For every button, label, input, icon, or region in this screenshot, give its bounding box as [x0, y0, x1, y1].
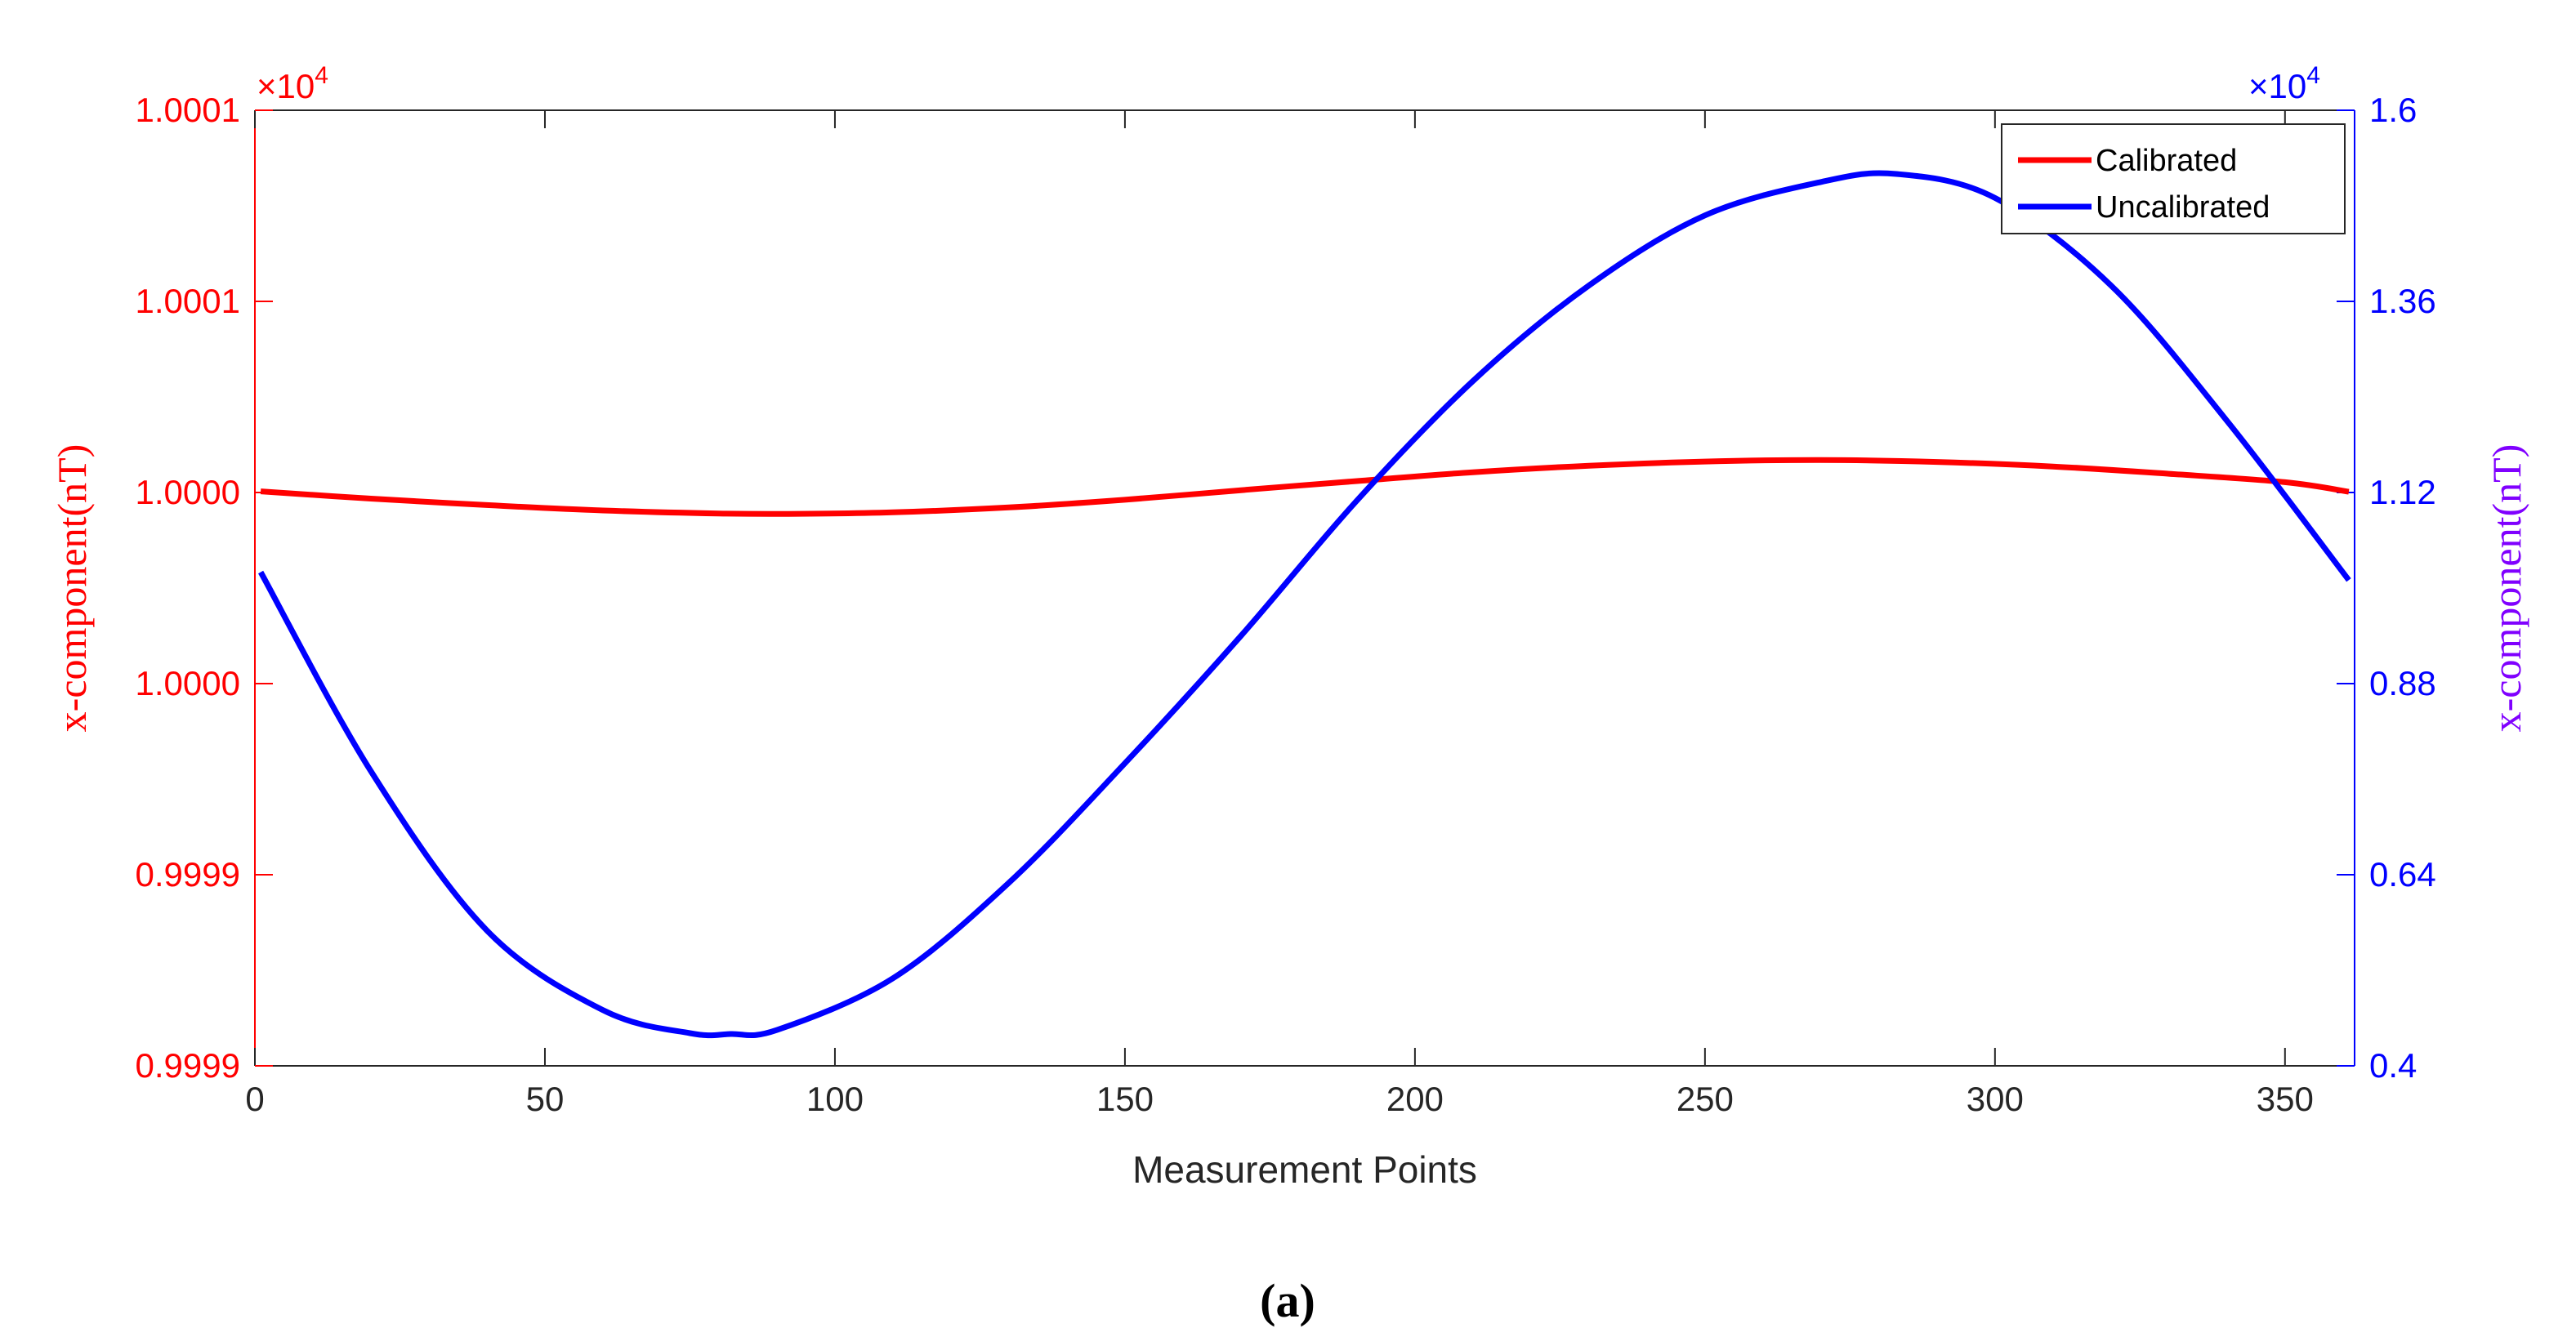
- x-tick-label: 350: [2257, 1080, 2314, 1118]
- x-axis-title: Measurement Points: [1132, 1148, 1477, 1191]
- legend: Calibrated Uncalibrated: [2001, 123, 2346, 234]
- left-y-tick-label: 1.0001: [136, 282, 240, 320]
- x-ticks: 0 50 100 150 200 250 300 350: [245, 110, 2314, 1118]
- right-y-tick-label: 1.12: [2369, 473, 2436, 511]
- left-y-ticks: 0.9999 0.9999 1.0000 1.0000 1.0001 1.0001: [136, 91, 273, 1085]
- right-y-tick-label: 0.64: [2369, 855, 2436, 894]
- right-exponent-label: ×104: [2248, 62, 2320, 105]
- left-y-tick-label: 1.0000: [136, 664, 240, 702]
- series-line-calibrated: [260, 457, 2350, 517]
- right-y-tick-label: 0.4: [2369, 1046, 2417, 1085]
- legend-label-uncalibrated: Uncalibrated: [2096, 190, 2270, 225]
- right-exponent-base: ×10: [2248, 67, 2306, 105]
- right-y-tick-label: 0.88: [2369, 664, 2436, 702]
- left-y-tick-label: 0.9999: [136, 1046, 240, 1085]
- legend-box: [2001, 123, 2346, 234]
- left-exponent-label: ×104: [257, 62, 328, 105]
- left-y-tick-label: 1.0001: [136, 91, 240, 129]
- x-tick-label: 200: [1386, 1080, 1444, 1118]
- series-line-uncalibrated: [258, 170, 2351, 1039]
- right-y-tick-label: 1.6: [2369, 91, 2417, 129]
- right-exponent-power: 4: [2306, 62, 2320, 89]
- right-y-axis-title: x-component(nT): [2484, 444, 2529, 733]
- x-tick-label: 50: [526, 1080, 565, 1118]
- left-y-tick-label: 0.9999: [136, 855, 240, 894]
- panel-label: (a): [1260, 1274, 1315, 1327]
- x-tick-label: 300: [1967, 1080, 2024, 1118]
- right-y-tick-label: 1.36: [2369, 282, 2436, 320]
- left-exponent-power: 4: [315, 62, 328, 89]
- left-y-axis-title: x-component(nT): [49, 444, 95, 733]
- series-layer: [258, 170, 2351, 1039]
- left-exponent-base: ×10: [257, 67, 315, 105]
- plot-frame: [254, 109, 2355, 1067]
- right-y-ticks: 0.4 0.64 0.88 1.12 1.36 1.6: [2337, 91, 2436, 1085]
- x-tick-label: 150: [1096, 1080, 1154, 1118]
- left-y-tick-label: 1.0000: [136, 473, 240, 511]
- x-tick-label: 250: [1676, 1080, 1734, 1118]
- x-tick-label: 0: [245, 1080, 264, 1118]
- x-tick-label: 100: [806, 1080, 864, 1118]
- legend-label-calibrated: Calibrated: [2096, 144, 2237, 178]
